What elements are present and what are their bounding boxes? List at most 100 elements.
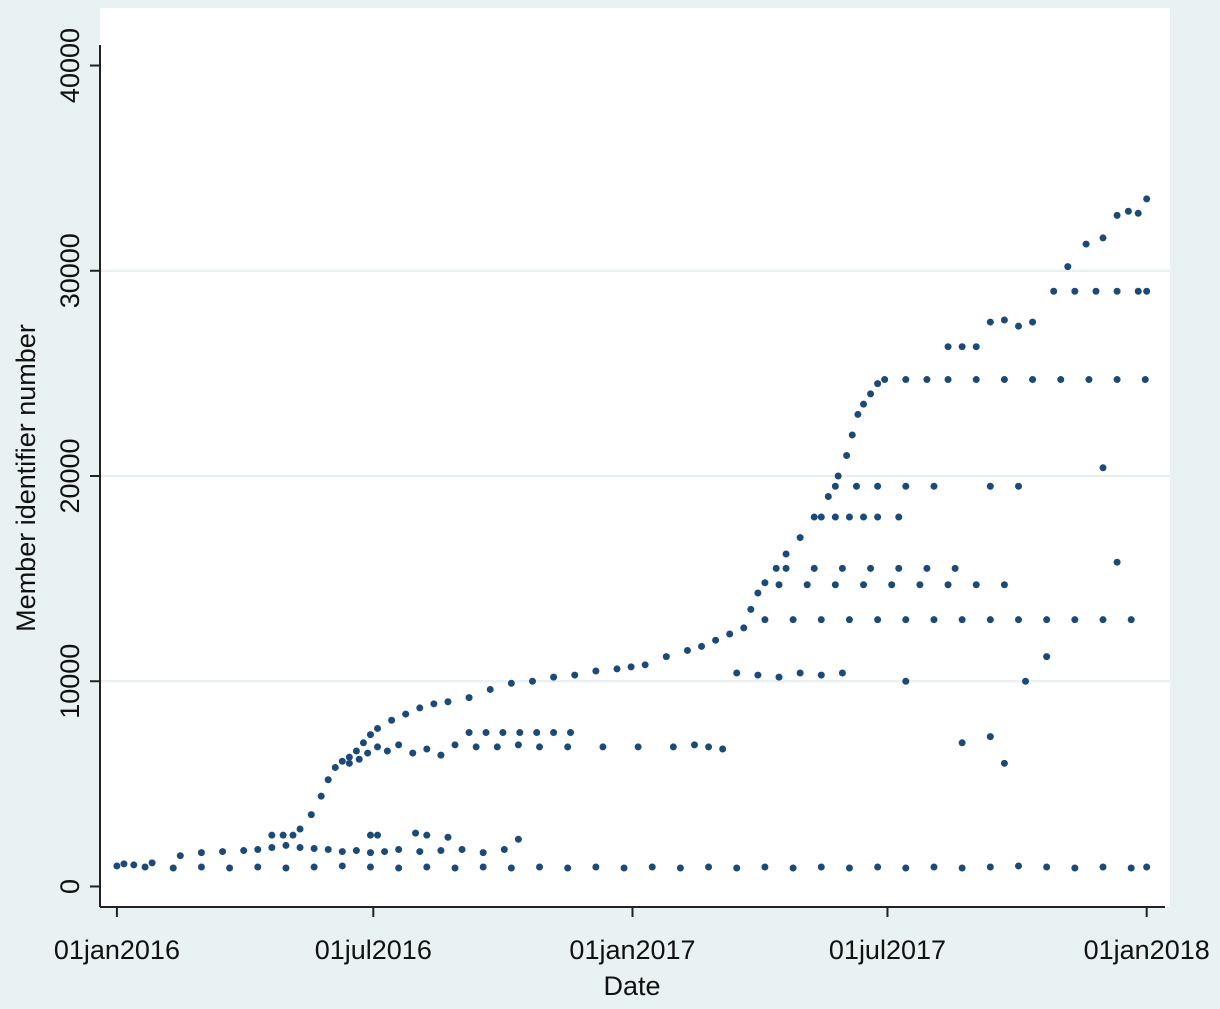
point	[1014, 862, 1022, 870]
point	[409, 749, 417, 757]
point	[944, 581, 952, 589]
x-axis-label: Date	[603, 971, 660, 1001]
point	[698, 642, 706, 650]
point	[374, 743, 382, 751]
y-tick-label: 30000	[55, 233, 85, 308]
point	[254, 846, 262, 854]
point	[507, 679, 515, 687]
point	[930, 616, 938, 624]
point	[412, 829, 420, 837]
point	[705, 863, 713, 871]
point	[514, 835, 522, 843]
point	[831, 581, 839, 589]
y-tick-label: 20000	[55, 438, 85, 513]
point	[834, 472, 842, 480]
point	[620, 864, 628, 872]
point	[383, 747, 391, 755]
point	[197, 849, 205, 857]
point	[507, 864, 515, 872]
point	[479, 863, 487, 871]
point	[1071, 616, 1079, 624]
point	[775, 581, 783, 589]
point	[1029, 376, 1037, 384]
point	[874, 513, 882, 521]
point	[1092, 287, 1100, 295]
point	[310, 863, 318, 871]
point	[465, 694, 473, 702]
point	[395, 846, 403, 854]
point	[1000, 316, 1008, 324]
y-axis-label: Member identifier number	[11, 324, 41, 632]
point	[902, 376, 910, 384]
point	[310, 845, 318, 853]
point	[817, 863, 825, 871]
point	[364, 749, 372, 757]
point	[338, 757, 346, 765]
point	[282, 841, 290, 849]
point	[169, 864, 177, 872]
point	[817, 671, 825, 679]
point	[1099, 616, 1107, 624]
point	[986, 482, 994, 490]
point	[796, 534, 804, 542]
point	[1127, 864, 1135, 872]
point	[479, 849, 487, 857]
point	[1064, 263, 1072, 271]
point	[1071, 864, 1079, 872]
point	[838, 669, 846, 677]
x-tick-label: 01jan2018	[1084, 935, 1210, 965]
point	[754, 671, 762, 679]
point	[451, 864, 459, 872]
point	[296, 843, 304, 851]
point	[810, 564, 818, 572]
point	[782, 550, 790, 558]
point	[627, 663, 635, 671]
point	[613, 665, 621, 673]
point	[1050, 287, 1058, 295]
point	[923, 376, 931, 384]
point	[533, 729, 541, 737]
point	[1082, 240, 1090, 248]
point	[874, 616, 882, 624]
point	[838, 564, 846, 572]
point	[726, 630, 734, 638]
point	[845, 864, 853, 872]
point	[803, 581, 811, 589]
point	[1124, 207, 1132, 215]
point	[705, 743, 713, 751]
x-tick-label: 01jan2017	[569, 935, 695, 965]
point	[317, 792, 325, 800]
point	[197, 863, 205, 871]
point	[1029, 318, 1037, 326]
point	[1057, 376, 1065, 384]
point	[352, 847, 360, 855]
point	[824, 493, 832, 501]
point	[683, 646, 691, 654]
point	[895, 564, 903, 572]
x-tick-label: 01jul2016	[315, 935, 432, 965]
point	[843, 451, 851, 459]
point	[571, 671, 579, 679]
point	[789, 864, 797, 872]
point	[279, 831, 287, 839]
point	[641, 661, 649, 669]
point	[416, 848, 424, 856]
point	[895, 513, 903, 521]
point	[423, 745, 431, 753]
point	[852, 482, 860, 490]
point	[754, 589, 762, 597]
point	[845, 616, 853, 624]
point	[902, 677, 910, 685]
point	[1099, 234, 1107, 242]
point	[747, 605, 755, 613]
point	[789, 616, 797, 624]
point	[444, 833, 452, 841]
point	[951, 564, 959, 572]
point	[381, 848, 389, 856]
point	[796, 669, 804, 677]
point	[254, 863, 262, 871]
point	[366, 731, 374, 739]
point	[402, 710, 410, 718]
point	[1113, 376, 1121, 384]
